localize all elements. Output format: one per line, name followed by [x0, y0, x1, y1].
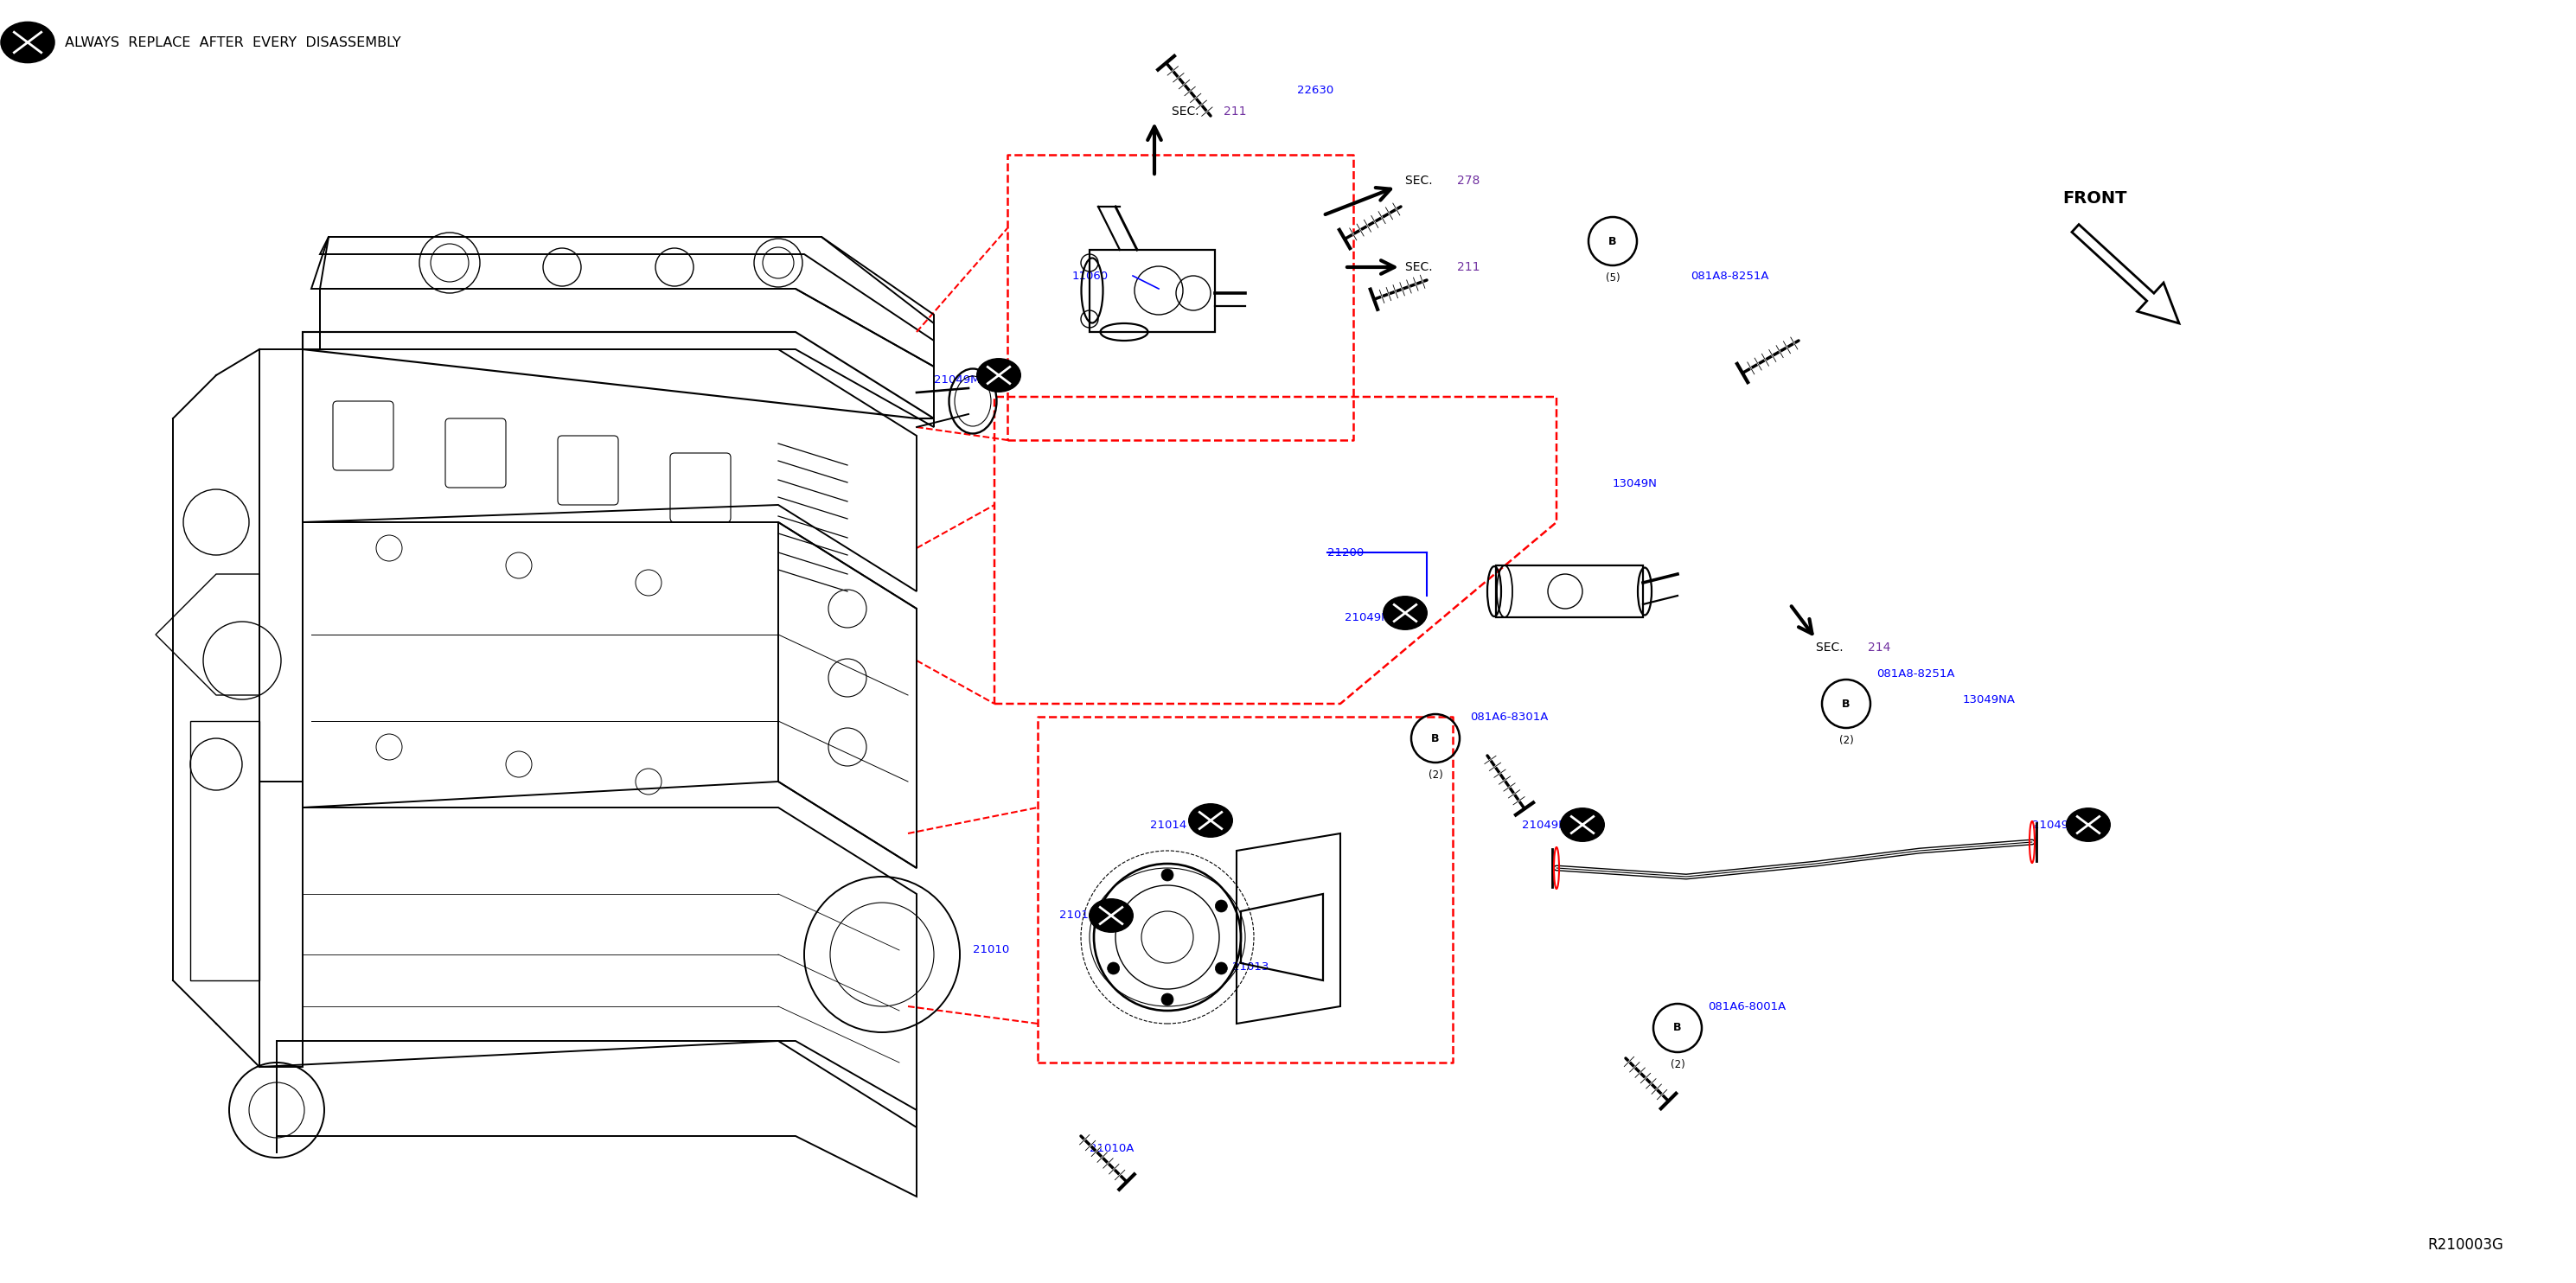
Circle shape — [1108, 899, 1121, 912]
Ellipse shape — [1090, 899, 1133, 933]
Text: 081A8-8251A: 081A8-8251A — [1875, 668, 1955, 679]
Text: (2): (2) — [1839, 734, 1852, 745]
Text: 11060: 11060 — [1072, 271, 1108, 281]
Circle shape — [1108, 962, 1121, 974]
Text: 211: 211 — [1458, 262, 1481, 273]
Ellipse shape — [0, 22, 54, 63]
Text: 214: 214 — [1868, 642, 1891, 653]
Text: 278: 278 — [1458, 174, 1479, 187]
Text: (2): (2) — [1669, 1058, 1685, 1070]
Ellipse shape — [1188, 804, 1231, 837]
Text: B: B — [1674, 1023, 1682, 1034]
Text: 21010A: 21010A — [1090, 1143, 1133, 1155]
Circle shape — [1162, 869, 1175, 881]
Text: 22630: 22630 — [1298, 85, 1334, 95]
Text: 21014: 21014 — [1149, 819, 1188, 830]
Text: 081A8-8251A: 081A8-8251A — [1690, 271, 1770, 281]
Text: (5): (5) — [1605, 272, 1620, 284]
Text: (2): (2) — [1427, 769, 1443, 780]
Text: ALWAYS  REPLACE  AFTER  EVERY  DISASSEMBLY: ALWAYS REPLACE AFTER EVERY DISASSEMBLY — [64, 36, 402, 49]
Text: 21049MA: 21049MA — [1345, 612, 1399, 624]
Text: B: B — [1842, 698, 1850, 709]
Text: 21049M: 21049M — [1522, 819, 1569, 830]
Text: SEC.: SEC. — [1404, 174, 1440, 187]
Ellipse shape — [1561, 808, 1605, 842]
Text: FRONT: FRONT — [2063, 190, 2128, 207]
Circle shape — [1216, 899, 1226, 912]
Text: 081A6-8301A: 081A6-8301A — [1471, 711, 1548, 722]
Text: 211: 211 — [1224, 105, 1247, 118]
Text: 21049MB: 21049MB — [935, 373, 989, 385]
Text: 21010: 21010 — [974, 944, 1010, 956]
Circle shape — [1162, 993, 1175, 1006]
Text: 21200: 21200 — [1327, 547, 1363, 558]
Text: 13049N: 13049N — [1613, 477, 1656, 489]
Text: B: B — [1607, 236, 1618, 246]
Circle shape — [1216, 962, 1226, 974]
Text: 21013: 21013 — [1231, 962, 1270, 973]
Text: 081A6-8001A: 081A6-8001A — [1708, 1001, 1785, 1012]
Text: 13049NA: 13049NA — [1963, 694, 2014, 706]
Text: 21014P: 21014P — [1059, 910, 1103, 921]
Ellipse shape — [976, 358, 1020, 391]
Text: R210003G: R210003G — [2427, 1237, 2504, 1252]
Text: SEC.: SEC. — [1404, 262, 1440, 273]
Text: SEC.: SEC. — [1172, 105, 1206, 118]
Text: SEC.: SEC. — [1816, 642, 1850, 653]
Ellipse shape — [1383, 597, 1427, 630]
Ellipse shape — [2066, 808, 2110, 842]
Text: 21049M: 21049M — [2032, 819, 2079, 830]
Text: B: B — [1432, 733, 1440, 744]
